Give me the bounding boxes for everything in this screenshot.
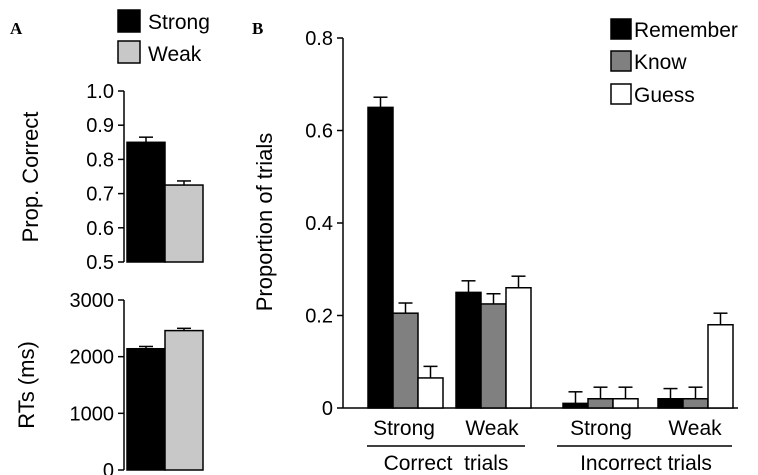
legend-label-guess: Guess	[634, 84, 695, 107]
y-tick-label: 0.6	[86, 218, 114, 240]
legend-label-remember: Remember	[634, 19, 738, 42]
panel-b-label: B	[252, 19, 263, 38]
y-tick-label: 0.8	[305, 28, 333, 50]
bar-remember	[562, 402, 589, 409]
legend-swatch-know	[610, 50, 632, 72]
panel-a-rts-chart: 0 1000 2000 3000 RTs (ms)	[14, 290, 204, 475]
bar-remember	[367, 106, 394, 409]
bar-strong	[126, 141, 166, 263]
bar-guess	[612, 398, 639, 409]
y-tick-label: 0.7	[86, 184, 114, 206]
y-tick-label: 0	[103, 460, 114, 475]
y-tick-label: 1000	[70, 403, 115, 425]
y-tick-label: 0	[322, 398, 333, 420]
y-tick-label: 0.8	[86, 149, 114, 171]
y-tick-label: 0.6	[305, 121, 333, 143]
x-tick-label: Weak	[465, 417, 519, 440]
y-tick-label: 1.0	[86, 81, 114, 103]
bar-know	[480, 303, 507, 409]
legend-label-strong: Strong	[148, 11, 210, 34]
y-tick-label: 0.9	[86, 115, 114, 137]
y-tick-label: 2000	[70, 347, 115, 369]
x-tick-label: Strong	[570, 417, 632, 440]
panel-b-legend: Remember Know Guess	[610, 18, 738, 107]
y-tick-label: 3000	[70, 290, 115, 312]
legend-swatch-strong	[117, 9, 141, 33]
bar-guess	[707, 324, 734, 409]
bar-strong	[126, 347, 166, 471]
bar-guess	[417, 377, 444, 409]
panel-b-chart: 0 0.2 0.4 0.6 0.8 Proportion of trials Stron…	[252, 28, 738, 475]
legend-label-know: Know	[634, 51, 687, 74]
bar-remember	[657, 398, 684, 409]
y-axis-title: Proportion of trials	[252, 133, 277, 312]
panel-a-label: A	[10, 19, 23, 38]
y-tick-label: 0.2	[305, 306, 333, 328]
group-label-incorrect: Incorrect trials	[580, 452, 712, 475]
legend-swatch-weak	[117, 40, 141, 64]
legend-swatch-remember	[610, 18, 632, 40]
y-axis-title: RTs (ms)	[14, 341, 39, 429]
bar-weak	[164, 329, 204, 471]
legend-label-weak: Weak	[148, 43, 202, 66]
x-tick-label: Strong	[373, 417, 435, 440]
y-tick-label: 0.5	[86, 252, 114, 274]
panel-a-legend: Strong Weak	[117, 9, 210, 66]
bar-weak	[164, 184, 204, 263]
bar-guess	[505, 287, 532, 409]
bar-remember	[455, 291, 482, 409]
bar-know	[392, 312, 419, 409]
panel-a-prop-correct-chart: 0.5 0.6 0.7 0.8 0.9 1.0 Prop. Correct	[18, 81, 204, 274]
y-axis-title: Prop. Correct	[18, 112, 43, 243]
legend-swatch-guess	[610, 83, 632, 105]
y-tick-label: 0.4	[305, 213, 333, 235]
x-tick-label: Weak	[668, 417, 722, 440]
group-label-correct: Correct trials	[384, 452, 509, 475]
bar-know	[587, 398, 614, 409]
bar-know	[682, 398, 709, 409]
